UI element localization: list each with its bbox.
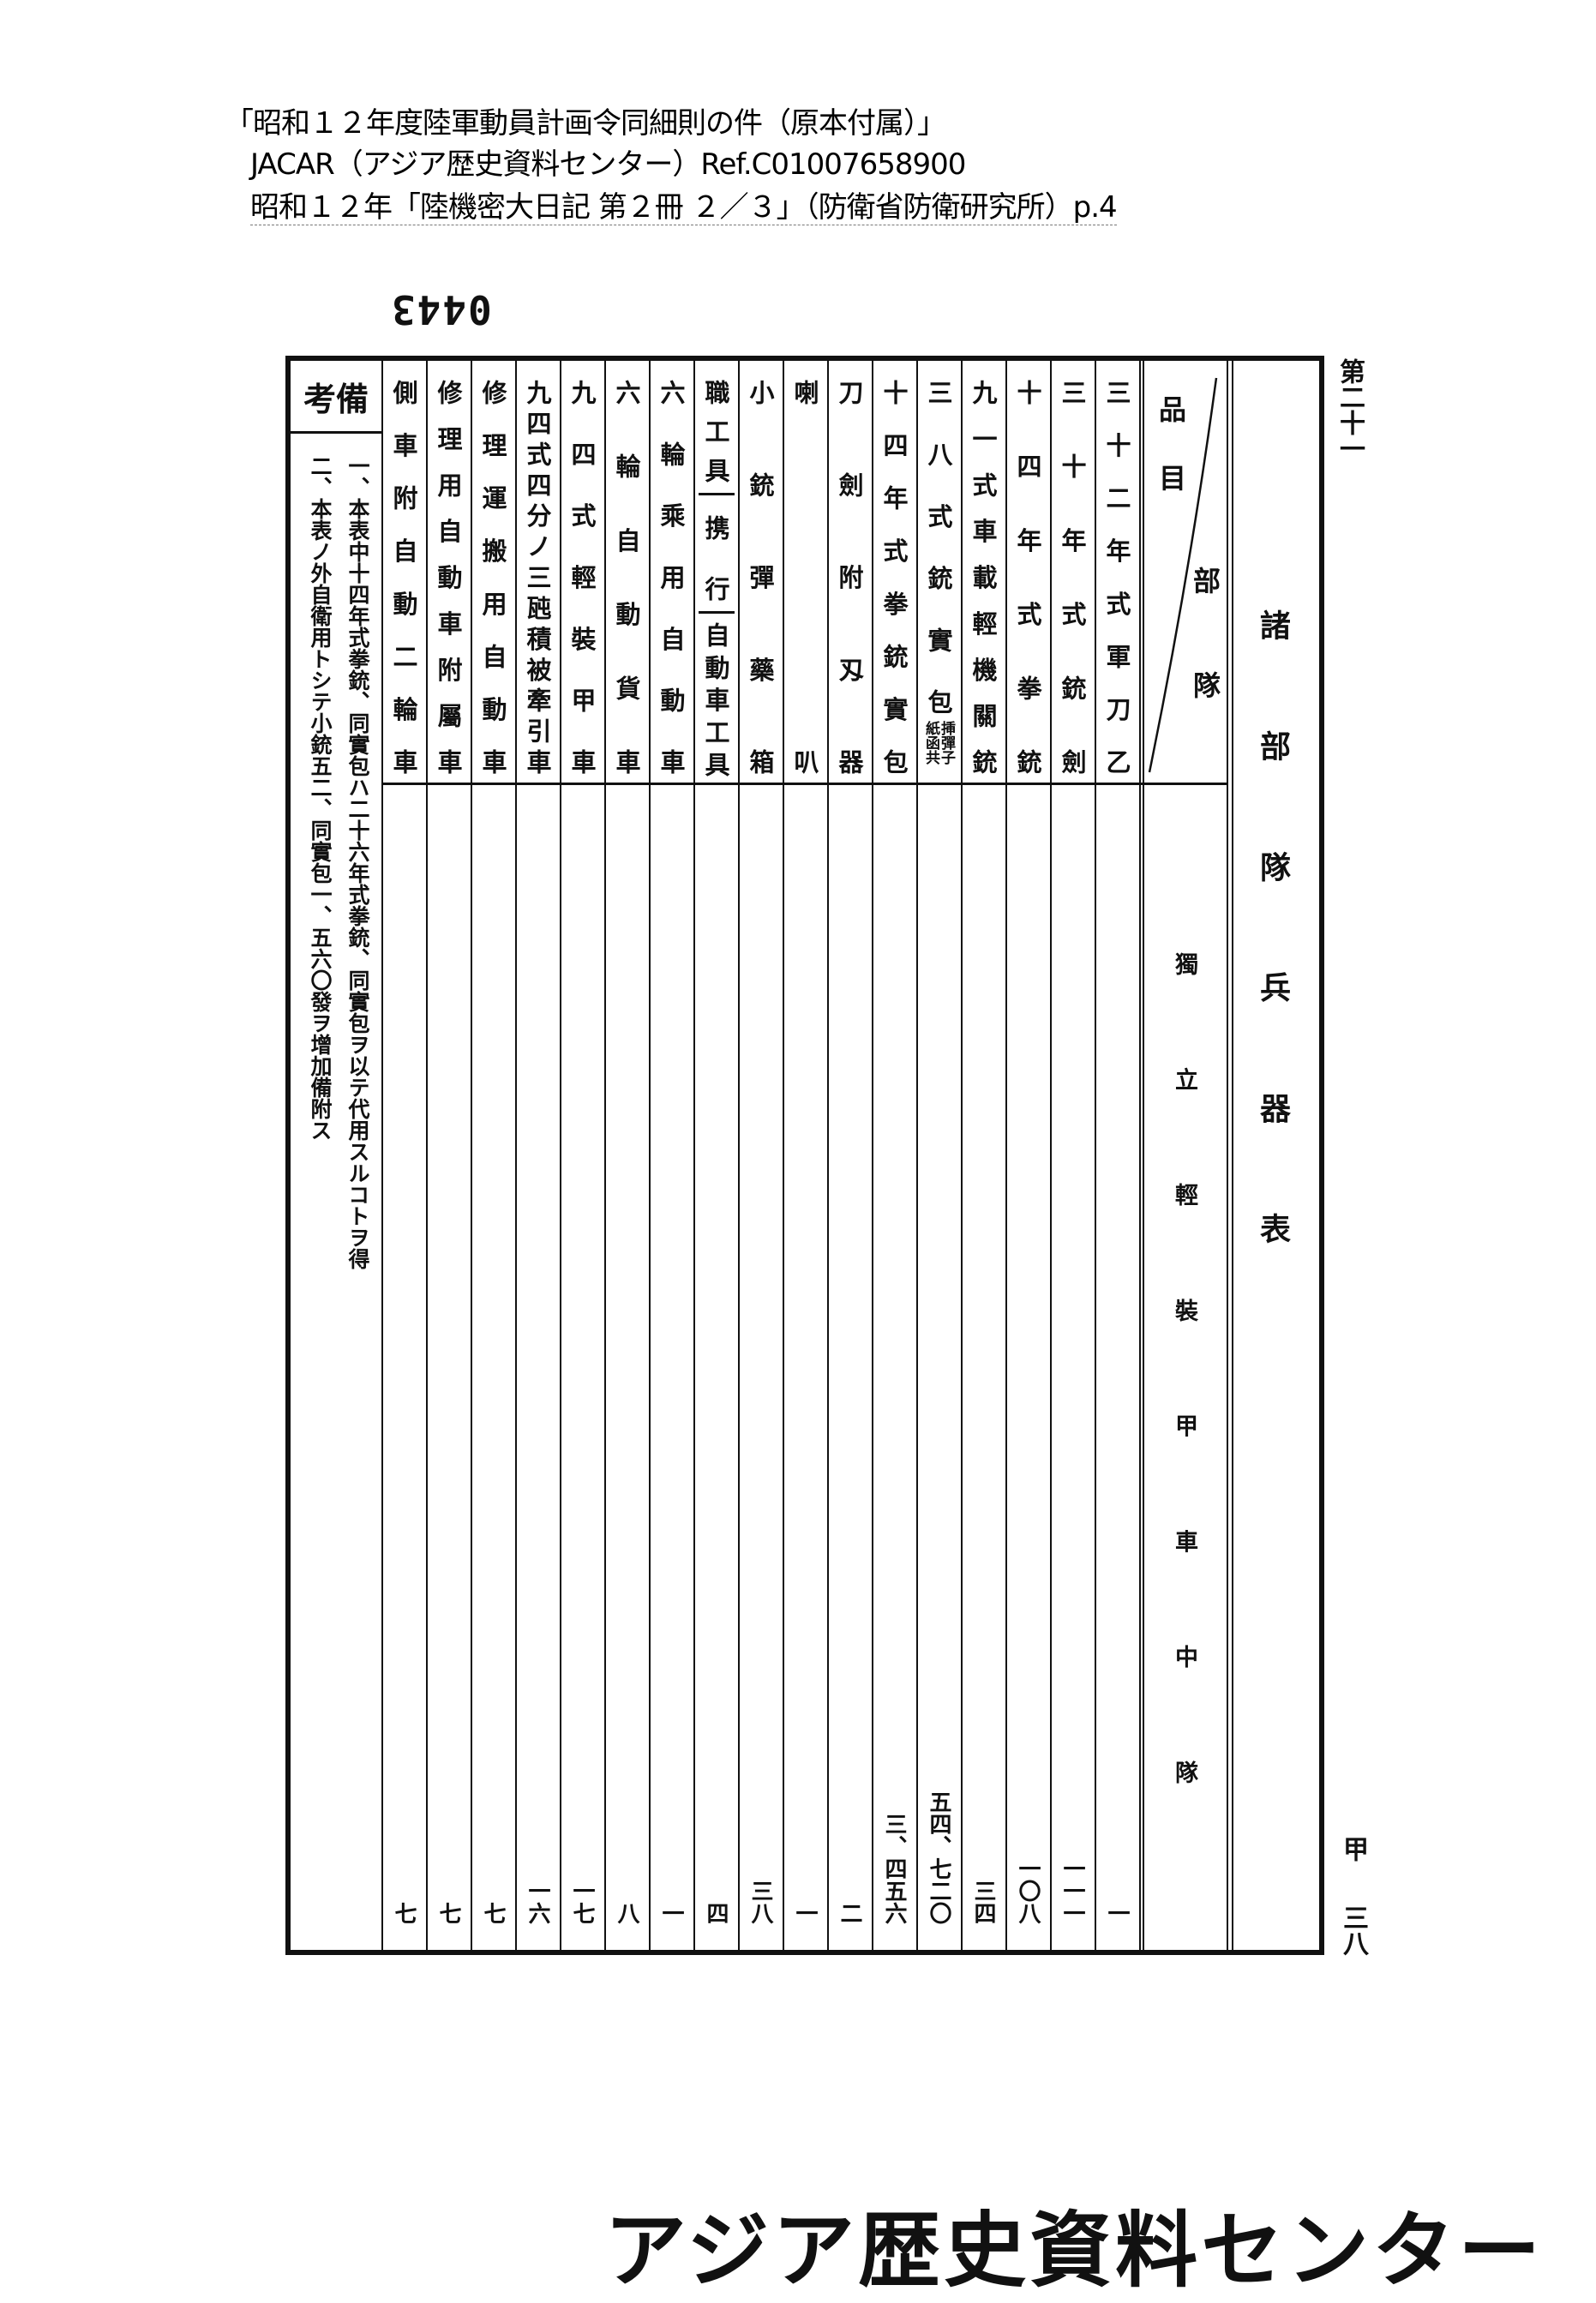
column-divider [1005, 361, 1007, 1950]
column-divider [1050, 361, 1052, 1950]
column-value: 一 [1104, 1902, 1130, 1924]
column-value: 五四、七二〇 [926, 1790, 951, 1924]
column-header-part: 職工具 [701, 380, 730, 483]
column-divider [872, 361, 873, 1950]
series-mark: 甲 [1338, 1836, 1368, 1862]
remark-2: 二、本表ノ外自衛用トシテ小銃五二、同實包一、五六〇發ヲ增加備附ス [308, 455, 333, 1141]
column-value: 二 [837, 1902, 862, 1924]
column-value: 一一一 [1059, 1857, 1085, 1924]
page-number: 三八 [1338, 1904, 1368, 1956]
column-divider [1143, 361, 1144, 1950]
column-divider [649, 361, 651, 1950]
column-divider [738, 361, 740, 1950]
header-sub-divider [699, 493, 735, 495]
column-header: 九四式四分ノ三瓲積被牽引車 [523, 380, 552, 774]
sheet-number: 第二十一 [1335, 358, 1365, 461]
column-value: 一七 [569, 1880, 595, 1924]
page-stamp-number: 0443 [390, 286, 492, 333]
source-line: 昭和１２年「陸機密大日記 第２冊 ２／３」（防衛省防衛研究所）p.4 [250, 190, 1118, 225]
column-header: 小銃彈藥箱 [746, 380, 775, 774]
column-divider [1095, 361, 1096, 1950]
column-value: 三四 [970, 1880, 996, 1924]
column-header-note: 挿彈子紙函共 [922, 721, 955, 765]
column-divider [471, 361, 472, 1950]
column-divider [604, 361, 606, 1950]
column-divider [560, 361, 561, 1950]
column-divider [515, 361, 517, 1950]
remark-1: 一、本表中十四年式拳銃、同實包ハ二十六年式拳銃、同實包ヲ以テ代用スルコトヲ得 [345, 455, 370, 1269]
archive-logo-text: アジア歴史資料センター [604, 2203, 1545, 2299]
column-divider [1232, 361, 1233, 1950]
column-value: 四 [703, 1902, 729, 1924]
column-value: 一 [792, 1902, 818, 1924]
column-divider [961, 361, 963, 1950]
table-title: 諸部隊兵器表 [1255, 609, 1291, 1244]
remarks-header: 備考 [291, 361, 381, 434]
column-value: 八 [614, 1902, 639, 1924]
column-divider [783, 361, 784, 1950]
column-value: 七 [391, 1902, 417, 1924]
column-divider [1139, 361, 1141, 1950]
diagonal-header-line [1148, 377, 1218, 773]
reference-code-line: JACAR（アジア歴史資料センター）Ref.C01007658900 [250, 147, 966, 182]
column-header: 修理用自動車附屬車 [434, 380, 463, 774]
column-header: 修理運搬用自動車 [478, 380, 507, 774]
column-header: 三十二年式軍刀乙 [1102, 380, 1131, 774]
column-divider [1227, 361, 1228, 1950]
column-header: 三十年式銃劍 [1058, 380, 1087, 774]
column-value: 三八 [747, 1880, 773, 1924]
column-header: 十四年式拳銃實包 [879, 380, 909, 774]
column-header: 九一式車載輕機關銃 [969, 380, 998, 774]
weapons-table: 備考 一、本表中十四年式拳銃、同實包ハ二十六年式拳銃、同實包ヲ以テ代用スルコトヲ… [285, 356, 1324, 1955]
column-divider [381, 361, 383, 1950]
column-divider [693, 361, 695, 1950]
header-row-divider [1143, 783, 1227, 785]
column-value: 一 [658, 1902, 684, 1924]
column-header: 刀劍附刄器 [835, 380, 864, 774]
column-header: 十四年式拳銃 [1013, 380, 1042, 774]
column-header-part: 自動車工具 [701, 622, 730, 777]
column-divider [916, 361, 918, 1950]
column-header: 九四式輕裝甲車 [567, 380, 597, 774]
column-header-part: 携行 [701, 515, 730, 601]
column-value: 一六 [525, 1880, 550, 1924]
unit-label: 部隊 [1189, 567, 1221, 776]
column-divider [827, 361, 829, 1950]
column-header: 喇叭 [790, 380, 819, 774]
document-title-line: 「昭和１２年度陸軍動員計画令同細則の件（原本付属）」 [225, 106, 946, 141]
column-header: 側車附自動二輪車 [389, 380, 418, 774]
column-value: 一〇八 [1015, 1857, 1041, 1924]
unit-name: 獨立輕裝甲車中隊 [1171, 952, 1197, 1784]
column-divider [426, 361, 428, 1950]
column-header: 三八式銃實包 [924, 380, 953, 714]
column-value: 七 [435, 1902, 461, 1924]
column-header: 六輪自動貨車 [612, 380, 641, 774]
header-row-divider [381, 783, 1143, 785]
column-header: 六輪乘用自動車 [657, 380, 686, 774]
header-sub-divider [699, 611, 735, 614]
column-value: 三、四五六 [881, 1813, 907, 1924]
column-value: 七 [480, 1902, 506, 1924]
remarks-text: 一、本表中十四年式拳銃、同實包ハ二十六年式拳銃、同實包ヲ以テ代用スルコトヲ得 二… [297, 455, 376, 1346]
item-label: 品目 [1155, 395, 1187, 532]
